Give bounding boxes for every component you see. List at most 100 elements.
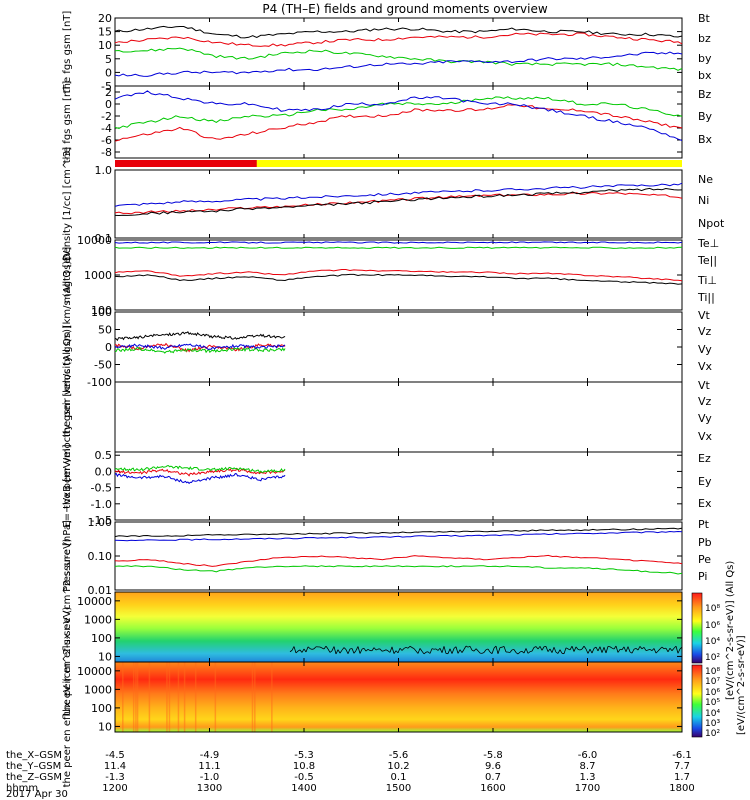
legend-Bt: Bt bbox=[698, 12, 711, 25]
legend-Ez: Ez bbox=[698, 452, 711, 465]
y-tick-label: 20 bbox=[98, 12, 112, 25]
legend-Bx: Bx bbox=[698, 133, 713, 146]
panel-2: 1.0 0.1 Density [1/cc] [cm^-3] Ne Ni Npot bbox=[62, 147, 725, 261]
series-Ey bbox=[114, 465, 286, 474]
panel-1: 20-2-4-6-8 the fgs gsm [nT] Bz By Bx bbox=[62, 81, 713, 164]
y-tick-label: -1.0 bbox=[91, 498, 112, 511]
legend-Te⊥: Te⊥ bbox=[697, 237, 719, 250]
legend-Pt: Pt bbox=[698, 518, 710, 531]
y-tick-label: -6 bbox=[101, 134, 112, 147]
legend-Ti⊥: Ti⊥ bbox=[697, 274, 717, 287]
mode-bar-yellow bbox=[115, 160, 682, 167]
legend-Vy: Vy bbox=[698, 412, 712, 425]
series-Te|| bbox=[114, 273, 683, 285]
cbar-top-tick-0: 10⁸ bbox=[705, 604, 720, 614]
y-tick-label: -4 bbox=[101, 122, 112, 135]
y-tick-label: 100 bbox=[91, 632, 112, 645]
series-Pt bbox=[114, 527, 683, 538]
footer-ephemeris: the_X–GSM -4.5 -4.9 -5.3 -5.6 -5.8 -6.0 -6.1 the… bbox=[6, 750, 695, 794]
spectrogram-streak bbox=[183, 662, 186, 732]
spectrogram-streak bbox=[148, 662, 151, 732]
y-tick-label: 10000 bbox=[77, 595, 112, 608]
spectrogram-streak bbox=[166, 662, 168, 732]
date-label: 2017 Apr 30 bbox=[6, 789, 68, 800]
legend-bx: bx bbox=[698, 69, 712, 82]
series-Ex bbox=[114, 472, 286, 485]
y-tick-label: -2 bbox=[101, 110, 112, 123]
y-axis-label: the fgs gsm [nT] bbox=[62, 81, 73, 164]
footer-value: 9.6 bbox=[485, 761, 501, 772]
panel-4: 100 50 0 -50 -100 the peir velocity gsm [km/s… bbox=[62, 257, 713, 438]
footer-row-label: the_Z–GSM bbox=[6, 772, 62, 783]
spectrogram-low-energy-line bbox=[289, 645, 683, 655]
y-tick-label: 5 bbox=[105, 53, 112, 66]
footer-value: -1.3 bbox=[105, 772, 125, 783]
legend-Ni: Ni bbox=[698, 194, 709, 207]
y-tick-label: 0 bbox=[105, 66, 112, 79]
legend-Npot: Npot bbox=[698, 217, 725, 230]
cbar-bot-tick-6: 10² bbox=[705, 729, 720, 739]
y-tick-label: -100 bbox=[87, 376, 112, 389]
colorbar-bottom: 10⁸ 10⁷ 10⁶ 10⁵ 10⁴ 10³ 10² bbox=[691, 664, 720, 739]
legend-Bz: Bz bbox=[698, 88, 712, 101]
cbar-bot-tick-0: 10⁸ bbox=[705, 667, 720, 677]
colorbar-label: [eV/(cm^2-s-sr-eV)] bbox=[736, 635, 747, 735]
panel-frame bbox=[114, 311, 683, 383]
spectrogram-fill bbox=[115, 662, 682, 732]
series-Bz bbox=[114, 104, 683, 142]
series-Ne bbox=[114, 191, 683, 215]
footer-value: -6.1 bbox=[672, 750, 692, 761]
y-tick-label: 10 bbox=[98, 720, 112, 733]
legend-Pi: Pi bbox=[698, 570, 707, 583]
legend-Vx: Vx bbox=[698, 360, 713, 373]
y-tick-label: 0.10 bbox=[88, 550, 113, 563]
spectrogram-streak bbox=[122, 662, 124, 732]
footer-value: 7.7 bbox=[674, 761, 690, 772]
panel-frame bbox=[114, 169, 683, 239]
panel-frame bbox=[114, 521, 683, 591]
series-bx bbox=[114, 51, 683, 77]
series-Bt bbox=[114, 25, 683, 39]
panel-8: 10000 1000 100 10 the peir en eflux eV (cm^2… bbox=[62, 538, 683, 716]
y-axis-label: E=−VxB [mV/m] bbox=[62, 444, 73, 527]
legend-Ne: Ne bbox=[698, 173, 713, 186]
footer-value: 1.3 bbox=[580, 772, 596, 783]
cbar-bot-tick-1: 10⁷ bbox=[705, 677, 720, 687]
series-Ti⊥ bbox=[114, 241, 683, 244]
footer-value: 1700 bbox=[575, 783, 600, 794]
legend-Vx: Vx bbox=[698, 430, 713, 443]
legend-Vz: Vz bbox=[698, 325, 712, 338]
panel-frame bbox=[114, 451, 683, 521]
spectrogram-streak bbox=[168, 662, 171, 732]
cbar-top-tick-3: 10² bbox=[705, 653, 720, 663]
spectrogram-streak bbox=[214, 662, 217, 732]
footer-row-label: hhmm bbox=[6, 783, 38, 794]
footer-value: 0.7 bbox=[485, 772, 501, 783]
series-bz bbox=[114, 32, 683, 47]
footer-value: -0.5 bbox=[294, 772, 314, 783]
series-Vt bbox=[114, 331, 286, 342]
y-axis-label: Density [1/cc] [cm^-3] bbox=[62, 147, 73, 261]
series-By bbox=[114, 96, 683, 129]
legend-bz: bz bbox=[698, 32, 711, 45]
spectrogram-streak bbox=[194, 662, 197, 732]
cbar-bot-tick-5: 10³ bbox=[705, 719, 720, 729]
series-Bx bbox=[114, 90, 683, 141]
y-tick-label: -0.5 bbox=[91, 482, 112, 495]
series-Te⊥ bbox=[114, 269, 683, 282]
y-tick-label: 10 bbox=[98, 650, 112, 663]
spectrogram-streak bbox=[136, 662, 139, 732]
y-tick-label: 0 bbox=[105, 341, 112, 354]
y-axis-label: the peir en eflux eV (cm^2-s-sr-eV) bbox=[62, 538, 73, 715]
footer-value: 1500 bbox=[386, 783, 411, 794]
y-axis-label: the peer en eflux eV (cm^2-s-sr-eV) bbox=[62, 607, 73, 788]
figure-title: P4 (TH–E) fields and ground moments over… bbox=[262, 2, 547, 16]
footer-value: -1.0 bbox=[200, 772, 220, 783]
footer-row-label: the_Y–GSM bbox=[6, 761, 61, 772]
cbar-bot-tick-3: 10⁵ bbox=[705, 698, 720, 708]
cbar-bot-tick-2: 10⁶ bbox=[705, 688, 720, 698]
footer-value: 1600 bbox=[480, 783, 505, 794]
y-tick-label: 1.0 bbox=[95, 164, 113, 177]
